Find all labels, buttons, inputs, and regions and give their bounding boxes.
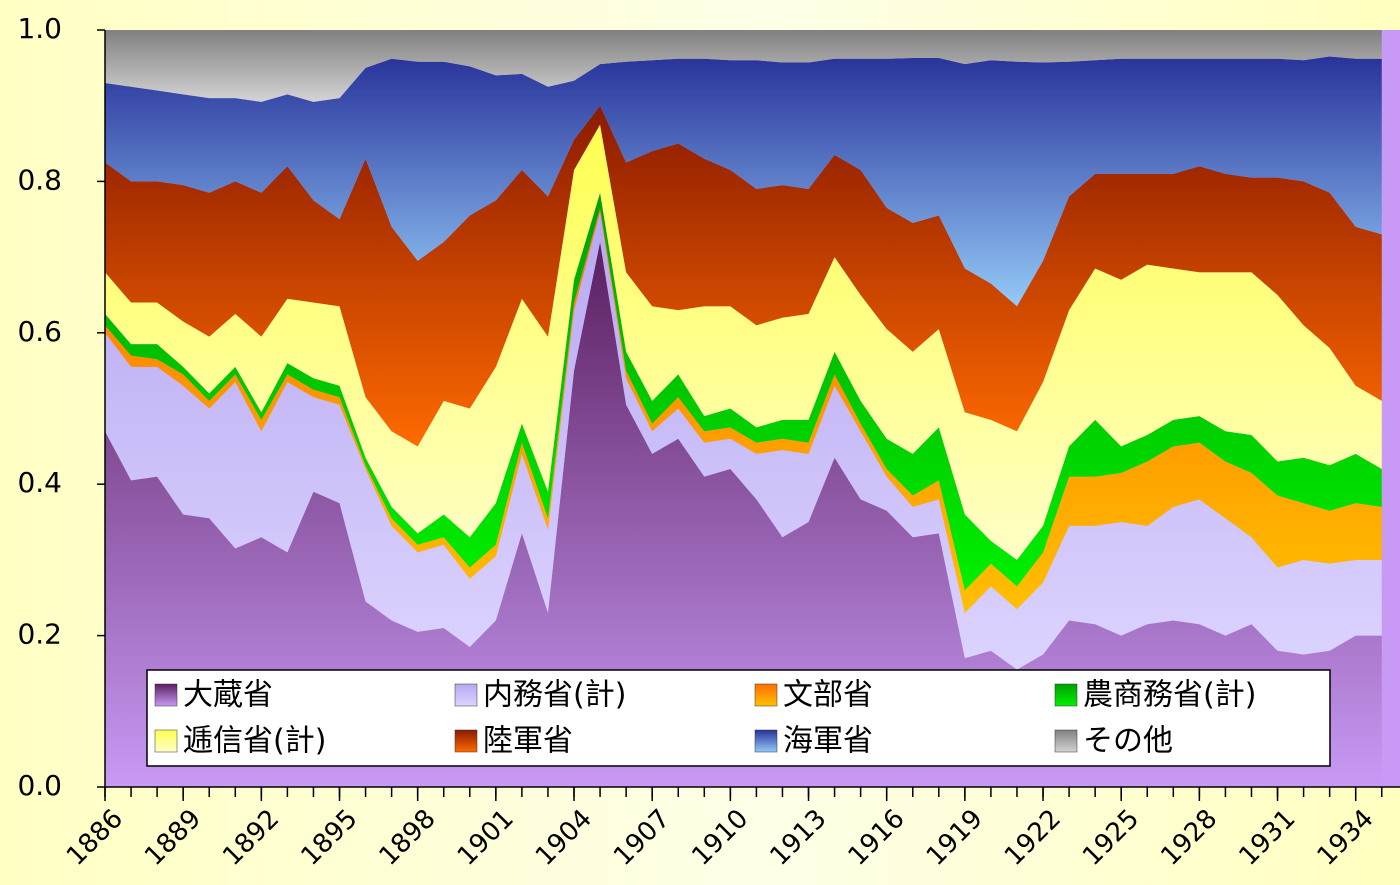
x-tick-label: 1901	[452, 804, 520, 872]
legend-label: 農商務省(計)	[1083, 678, 1256, 713]
y-tick-label: 0.8	[17, 163, 62, 196]
area	[105, 241, 1382, 787]
legend-label: 逓信省(計)	[183, 724, 326, 759]
area	[105, 124, 1382, 560]
x-tick-label: 1904	[530, 804, 598, 872]
area	[105, 30, 1382, 102]
x-tick-label: 1913	[764, 804, 832, 872]
areas	[105, 30, 1382, 787]
x-tick-label: 1928	[1155, 804, 1223, 872]
x-tick-label: 1931	[1233, 804, 1301, 872]
area	[105, 105, 1382, 447]
legend-label: その他	[1083, 724, 1173, 759]
y-tick-label: 1.0	[17, 12, 62, 45]
x-tick-label: 1892	[217, 804, 285, 872]
legend: 大蔵省 内務省(計) 文部省 農商務省(計) 逓信省(計) 陸軍省 海軍省 その他	[146, 669, 1331, 767]
x-tick-label: 1895	[295, 804, 363, 872]
legend-swatch	[454, 729, 478, 753]
legend-swatch	[154, 683, 178, 707]
y-tick-label: 0.0	[17, 769, 62, 802]
legend-box	[146, 669, 1331, 767]
legend-swatch	[154, 729, 178, 753]
x-tick-label: 1889	[139, 804, 207, 872]
x-tick-label: 1934	[1312, 804, 1380, 872]
legend-swatch	[454, 683, 478, 707]
legend-label: 文部省	[783, 678, 873, 713]
legend-label: 内務省(計)	[483, 678, 626, 713]
area	[105, 207, 1382, 613]
x-tick-label: 1925	[1077, 804, 1145, 872]
legend-swatch	[1054, 729, 1078, 753]
legend-swatch	[754, 683, 778, 707]
x-tick-label: 1886	[61, 804, 129, 872]
x-tick-label: 1922	[999, 804, 1067, 872]
legend-label: 陸軍省	[483, 724, 573, 759]
x-tick-label: 1910	[686, 804, 754, 872]
x-tick-label: 1907	[608, 804, 676, 872]
area	[105, 211, 1382, 670]
legend-label: 大蔵省	[183, 678, 273, 713]
y-tick-label: 0.6	[17, 315, 62, 348]
legend-swatch	[754, 729, 778, 753]
x-tick-label: 1916	[843, 804, 911, 872]
y-tick-label: 0.4	[17, 466, 62, 499]
area	[105, 192, 1382, 591]
area	[105, 56, 1382, 307]
x-tick-label: 1898	[374, 804, 442, 872]
legend-label: 海軍省	[783, 724, 873, 759]
legend-swatch	[1054, 683, 1078, 707]
y-tick-label: 0.2	[17, 618, 62, 651]
x-tick-label: 1919	[921, 804, 989, 872]
